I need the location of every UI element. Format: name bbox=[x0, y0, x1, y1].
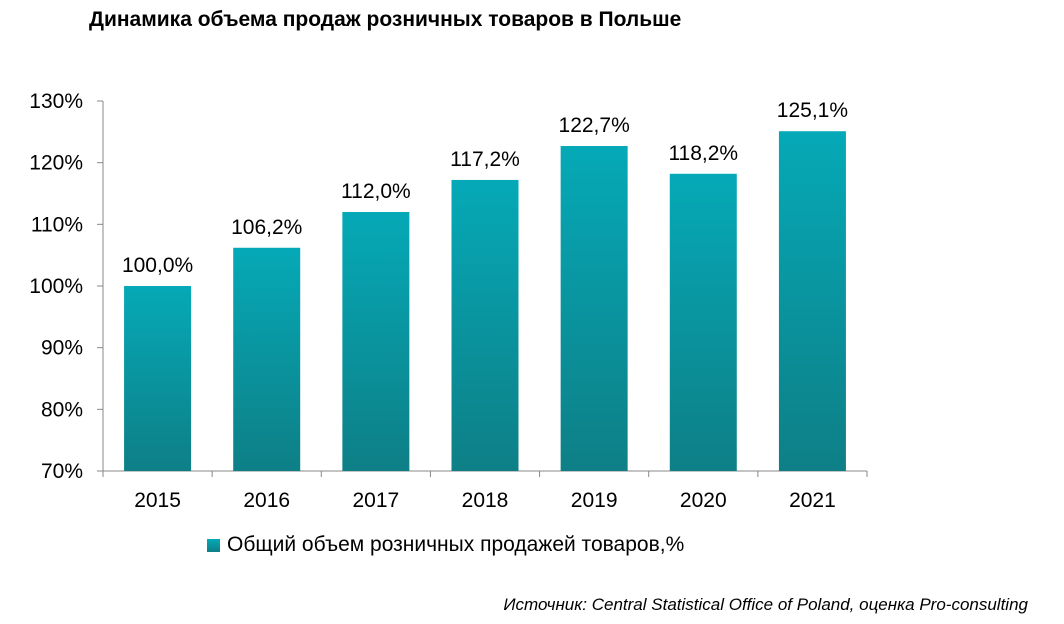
data-label: 100,0% bbox=[122, 254, 193, 277]
y-tick-label: 80% bbox=[41, 398, 83, 421]
data-label: 117,2% bbox=[450, 148, 520, 171]
legend-label: Общий объем розничных продажей товаров,% bbox=[227, 533, 685, 556]
data-label: 106,2% bbox=[231, 216, 302, 239]
y-tick-label: 70% bbox=[41, 460, 83, 483]
x-tick-label: 2016 bbox=[243, 489, 290, 512]
data-label: 125,1% bbox=[777, 99, 848, 122]
x-tick-label: 2019 bbox=[571, 489, 618, 512]
legend: Общий объем розничных продажей товаров,% bbox=[207, 533, 684, 557]
y-tick-label: 100% bbox=[29, 275, 83, 298]
chart-title: Динамика объема продаж розничных товаров… bbox=[89, 8, 682, 31]
y-tick-label: 90% bbox=[41, 337, 83, 360]
x-tick-label: 2017 bbox=[352, 489, 399, 512]
y-tick-label: 110% bbox=[31, 213, 83, 236]
bar bbox=[124, 286, 192, 471]
source-note: Источник: Central Statistical Office of … bbox=[503, 595, 1028, 614]
y-tick-label: 120% bbox=[29, 152, 83, 175]
data-label: 118,2% bbox=[668, 142, 738, 165]
x-tick-label: 2021 bbox=[789, 489, 836, 512]
labels: 70% 80% 90% 100% 110% 120% 130% 100,0% 2015 106,2… bbox=[29, 90, 848, 512]
bar bbox=[233, 247, 301, 471]
x-tick-label: 2015 bbox=[134, 489, 181, 512]
y-tick-label: 130% bbox=[29, 90, 83, 113]
bar bbox=[342, 212, 410, 471]
bars bbox=[124, 131, 846, 471]
data-label: 122,7% bbox=[559, 114, 630, 137]
bar bbox=[451, 179, 519, 471]
bar bbox=[669, 173, 737, 471]
bar bbox=[778, 131, 846, 471]
legend-swatch bbox=[207, 538, 220, 552]
x-tick-label: 2018 bbox=[462, 489, 509, 512]
x-tick-label: 2020 bbox=[680, 489, 727, 512]
data-label: 112,0% bbox=[341, 180, 411, 203]
bar bbox=[560, 146, 628, 471]
